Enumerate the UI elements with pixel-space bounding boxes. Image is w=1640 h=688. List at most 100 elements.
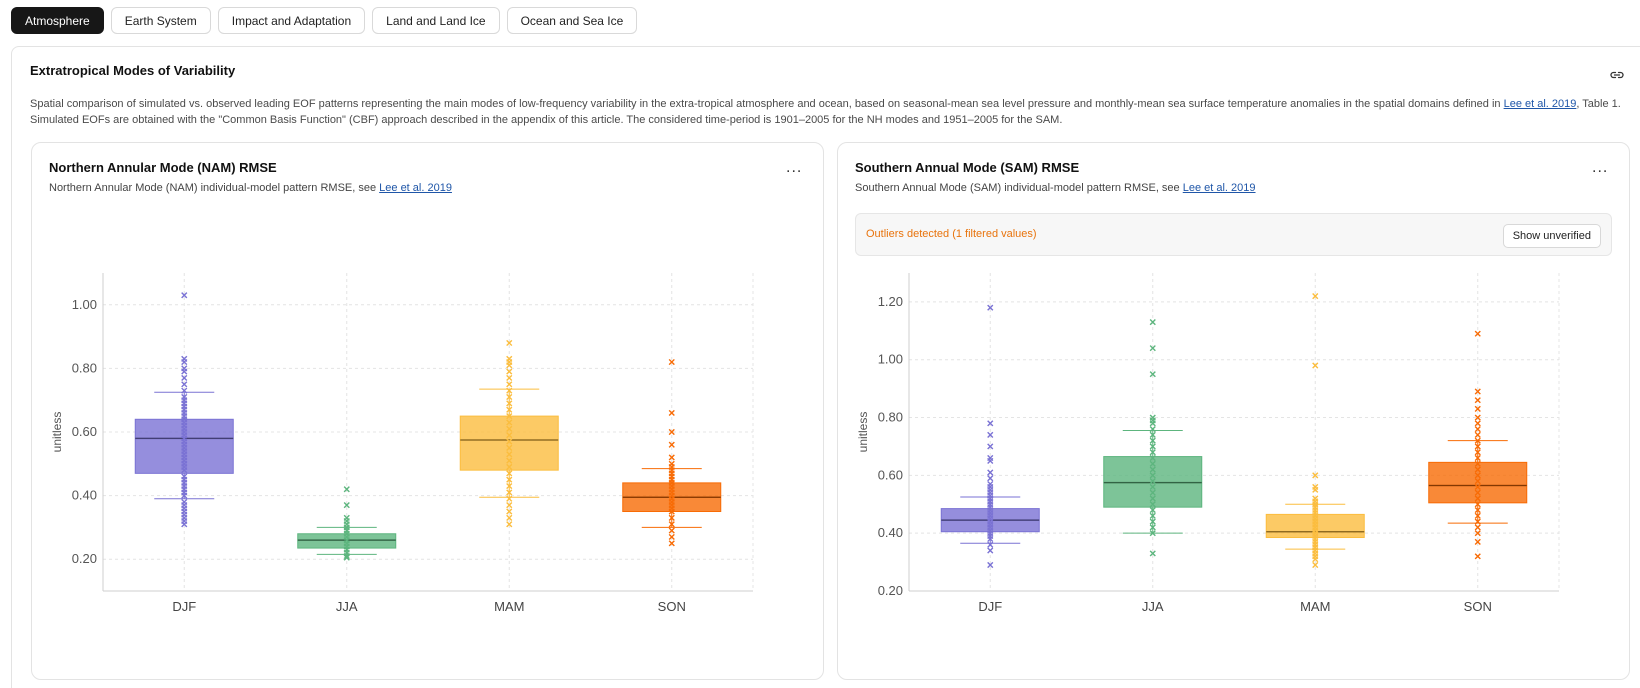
data-point xyxy=(506,413,513,420)
data-point xyxy=(506,514,513,521)
data-point xyxy=(1474,512,1481,519)
data-point xyxy=(506,482,513,490)
data-point xyxy=(1149,483,1156,491)
data-point xyxy=(506,444,513,451)
data-point xyxy=(1474,466,1481,473)
tab-atmosphere[interactable]: Atmosphere xyxy=(11,7,104,34)
card-subtitle: Southern Annual Mode (SAM) individual-mo… xyxy=(855,182,1256,194)
card-subtitle-link[interactable]: Lee et al. 2019 xyxy=(1182,182,1256,194)
data-point xyxy=(668,358,675,366)
data-point xyxy=(181,387,188,394)
category-tabs: Atmosphere Earth System Impact and Adapt… xyxy=(11,7,638,34)
y-tick-label: 0.20 xyxy=(878,583,903,598)
data-point xyxy=(1149,489,1156,496)
data-point xyxy=(987,469,994,476)
data-point xyxy=(1474,437,1481,444)
tab-earth-system[interactable]: Earth System xyxy=(110,7,211,34)
tab-land-and-land-ice[interactable]: Land and Land Ice xyxy=(372,7,500,34)
data-point xyxy=(506,368,513,375)
data-point xyxy=(1149,426,1156,433)
data-point xyxy=(1474,426,1481,433)
data-point xyxy=(506,374,513,382)
data-point xyxy=(1474,414,1481,421)
show-unverified-button[interactable]: Show unverified xyxy=(1502,224,1601,248)
sam-boxplot: 0.20 0.40 0.60 0.80 1.00 1.20 unitless DJF JJA MA… xyxy=(856,273,1560,614)
data-point xyxy=(1474,472,1481,479)
data-point xyxy=(1474,478,1481,485)
nam-chart-card: Northern Annular Mode (NAM) RMSE Norther… xyxy=(31,142,824,680)
data-point xyxy=(668,441,675,448)
data-point xyxy=(506,521,513,528)
x-tick-label: JJA xyxy=(336,599,358,614)
data-point xyxy=(1312,362,1319,369)
data-point xyxy=(343,486,350,493)
data-point xyxy=(1474,330,1481,337)
y-tick-label: 0.20 xyxy=(72,551,97,566)
card-subtitle-text: Southern Annual Mode (SAM) individual-mo… xyxy=(855,182,1183,194)
y-tick-label: 1.00 xyxy=(72,297,97,312)
data-point xyxy=(1149,530,1156,537)
y-tick-label: 1.00 xyxy=(878,352,903,367)
data-point xyxy=(1474,530,1481,537)
box-son xyxy=(1428,330,1528,560)
data-point xyxy=(506,425,513,432)
box-mam xyxy=(459,339,559,528)
x-tick-label: SON xyxy=(1464,599,1492,614)
data-point xyxy=(506,381,513,388)
description-link[interactable]: Lee et al. 2019 xyxy=(1503,98,1577,110)
data-point xyxy=(1149,414,1156,421)
data-point xyxy=(506,451,513,458)
data-point xyxy=(1149,449,1156,456)
data-point xyxy=(343,514,350,521)
card-subtitle-link[interactable]: Lee et al. 2019 xyxy=(379,182,452,194)
data-point xyxy=(506,495,513,502)
data-point xyxy=(1149,550,1156,557)
data-point xyxy=(506,339,513,347)
tab-ocean-and-sea-ice[interactable]: Ocean and Sea Ice xyxy=(506,7,638,34)
data-point xyxy=(506,387,513,394)
data-point xyxy=(343,554,350,561)
data-point xyxy=(1149,512,1156,519)
section-description: Spatial comparison of simulated vs. obse… xyxy=(30,96,1638,128)
y-tick-label: 0.40 xyxy=(878,525,903,540)
data-point xyxy=(987,475,994,482)
link-icon[interactable] xyxy=(1609,69,1625,81)
data-point xyxy=(987,431,994,438)
data-point xyxy=(1149,443,1156,450)
outlier-notice: Outliers detected (1 filtered values) Sh… xyxy=(855,213,1612,256)
data-point xyxy=(987,480,994,488)
more-menu-icon[interactable]: ... xyxy=(1592,159,1609,176)
data-point xyxy=(1149,319,1156,326)
data-point xyxy=(506,457,513,464)
data-point xyxy=(506,406,513,413)
data-point xyxy=(1149,501,1156,508)
data-point xyxy=(668,540,675,547)
data-point xyxy=(506,502,513,509)
data-point xyxy=(1149,524,1156,531)
tab-impact-and-adaptation[interactable]: Impact and Adaptation xyxy=(217,7,366,34)
data-point xyxy=(1474,420,1481,427)
data-point xyxy=(1474,388,1481,395)
box-iqr xyxy=(459,415,559,471)
data-point xyxy=(1149,478,1156,485)
data-point xyxy=(1149,495,1156,502)
card-title: Northern Annular Mode (NAM) RMSE xyxy=(49,160,277,175)
data-point xyxy=(987,547,994,554)
data-point xyxy=(1312,472,1319,479)
y-tick-label: 0.60 xyxy=(878,467,903,482)
data-point xyxy=(1149,454,1156,462)
sam-chart-card: Southern Annual Mode (SAM) RMSE Southern… xyxy=(837,142,1630,680)
box-jja xyxy=(1103,319,1203,557)
data-point xyxy=(1474,501,1481,508)
x-tick-label: MAM xyxy=(494,599,524,614)
data-point xyxy=(181,365,188,372)
box-djf xyxy=(134,292,234,528)
data-point xyxy=(506,419,513,426)
more-menu-icon[interactable]: ... xyxy=(786,159,803,176)
data-point xyxy=(506,438,513,445)
data-point xyxy=(1149,371,1156,378)
data-point xyxy=(668,527,675,534)
data-point xyxy=(506,476,513,483)
data-point xyxy=(1474,454,1481,462)
data-point xyxy=(1312,483,1319,491)
